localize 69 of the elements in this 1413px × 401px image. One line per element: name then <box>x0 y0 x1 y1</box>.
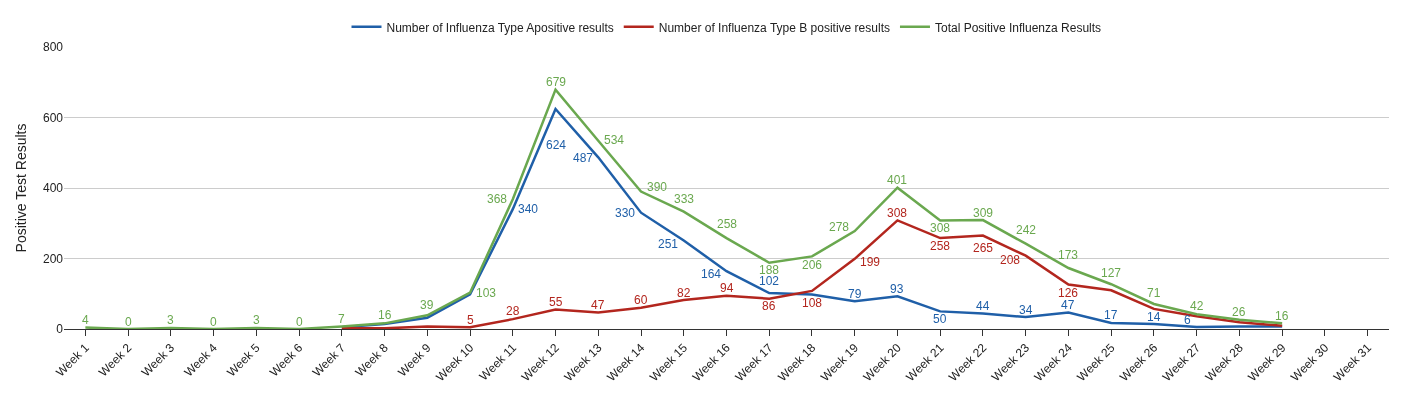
data-label: 28 <box>506 304 520 318</box>
y-tick-label: 400 <box>42 181 64 196</box>
data-label: 34 <box>1019 303 1033 317</box>
data-label: 71 <box>1147 286 1161 300</box>
data-label: 308 <box>887 206 908 220</box>
data-label: 265 <box>973 241 994 255</box>
data-label: 16 <box>378 308 392 322</box>
data-label: 3 <box>167 313 174 327</box>
y-tick-label: 600 <box>42 110 64 125</box>
data-label: 534 <box>604 133 625 147</box>
data-label: 308 <box>930 221 951 235</box>
data-label: 188 <box>759 263 780 277</box>
data-label: 487 <box>573 151 594 165</box>
data-label: 368 <box>487 192 508 206</box>
data-label: 17 <box>1104 308 1118 322</box>
data-label: 127 <box>1101 266 1122 280</box>
data-label: 0 <box>296 315 303 329</box>
data-label: 102 <box>759 274 780 288</box>
data-label: 242 <box>1016 223 1037 237</box>
data-label: 173 <box>1058 248 1079 262</box>
data-label: 26 <box>1232 305 1246 319</box>
data-label: 3 <box>253 313 260 327</box>
data-label: 93 <box>890 282 904 296</box>
data-label: 47 <box>1061 298 1075 312</box>
data-label: 309 <box>973 206 994 220</box>
data-label: 47 <box>591 298 605 312</box>
data-label: 390 <box>647 180 668 194</box>
data-label: 14 <box>1147 310 1161 324</box>
data-label: 5 <box>467 313 474 327</box>
data-label: 679 <box>546 75 567 89</box>
data-label: 0 <box>210 315 217 329</box>
data-label: 126 <box>1058 286 1079 300</box>
data-label: 164 <box>701 267 722 281</box>
data-label: 86 <box>762 299 776 313</box>
data-label: 208 <box>1000 253 1021 267</box>
data-label: 82 <box>677 286 691 300</box>
legend-label: Number of Influenza Type Apositive results <box>386 20 614 35</box>
data-label: 330 <box>615 206 636 220</box>
data-label: 251 <box>658 237 679 251</box>
data-label: 333 <box>674 192 695 206</box>
data-label: 50 <box>933 312 947 326</box>
data-label: 278 <box>829 220 850 234</box>
data-label: 44 <box>976 299 990 313</box>
legend-label: Total Positive Influenza Results <box>934 20 1102 35</box>
data-label: 624 <box>546 138 567 152</box>
data-label: 55 <box>549 295 563 309</box>
data-label: 0 <box>125 315 132 329</box>
data-label: 258 <box>717 217 738 231</box>
data-label: 6 <box>1184 313 1191 327</box>
legend-label: Number of Influenza Type B positive results <box>658 20 890 35</box>
data-label: 4 <box>82 313 89 327</box>
data-label: 340 <box>518 202 539 216</box>
data-label: 7 <box>338 312 345 326</box>
y-tick-label: 200 <box>42 251 64 266</box>
y-axis-title: Positive Test Results <box>13 123 29 253</box>
data-label: 108 <box>802 296 823 310</box>
data-label: 401 <box>887 173 908 187</box>
data-label: 258 <box>930 239 951 253</box>
data-label: 39 <box>420 298 434 312</box>
data-label: 206 <box>802 258 823 272</box>
data-label: 60 <box>634 293 648 307</box>
data-label: 103 <box>476 286 497 300</box>
data-label: 94 <box>720 281 734 295</box>
y-tick-label: 0 <box>56 322 64 337</box>
y-tick-label: 800 <box>42 40 64 55</box>
data-label: 199 <box>860 255 881 269</box>
data-label: 16 <box>1275 309 1289 323</box>
data-label: 79 <box>848 287 862 301</box>
data-label: 42 <box>1190 299 1204 313</box>
